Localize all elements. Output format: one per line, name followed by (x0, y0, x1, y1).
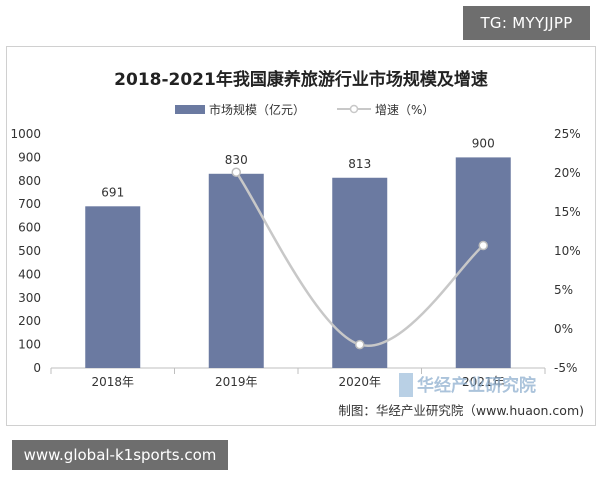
tg-badge: TG: MYYJJPP (463, 6, 590, 40)
bar-data-label: 691 (101, 185, 124, 199)
chart: 2018-2021年我国康养旅游行业市场规模及增速 市场规模（亿元） 增速（%）… (10, 69, 584, 418)
bar (85, 206, 141, 368)
legend-bar-swatch (175, 105, 205, 114)
legend-line-marker (349, 104, 359, 114)
bar-data-label: 813 (348, 157, 371, 171)
y-left-tick-label: 400 (18, 267, 41, 281)
legend-line-label: 增速（%） (375, 103, 434, 117)
y-left-tick-label: 500 (18, 244, 41, 258)
y-left-tick-label: 800 (18, 174, 41, 188)
url-badge: www.global-k1sports.com (12, 440, 228, 470)
y-left-tick-label: 900 (18, 150, 41, 164)
legend-bar-label: 市场规模（亿元） (209, 102, 305, 117)
x-tick-label: 2019年 (215, 375, 258, 389)
y-left-tick-label: 0 (33, 361, 41, 375)
x-tick-label: 2021年 (462, 375, 505, 389)
chart-frame: 2018-2021年我国康养旅游行业市场规模及增速 市场规模（亿元） 增速（%）… (6, 46, 596, 426)
legend: 市场规模（亿元） 增速（%） (175, 102, 434, 117)
bar-data-label: 830 (225, 153, 248, 167)
bars (85, 157, 511, 368)
watermark-text: 华经产业研究院 (417, 375, 536, 396)
data-labels: 691 830 813 900 (101, 136, 494, 199)
bar (208, 173, 264, 368)
growth-line-point (478, 240, 488, 251)
source-note: 制图：华经产业研究院（www.huaon.com) (338, 403, 584, 418)
y-left-tick-label: 600 (18, 221, 41, 235)
y-right-tick-label: 0% (554, 322, 573, 336)
growth-line-point (231, 167, 241, 177)
y-left-tick-label: 200 (18, 314, 41, 328)
y-right-tick-label: 15% (554, 205, 581, 219)
watermark-logo-icon (399, 373, 413, 397)
x-tick-label: 2020年 (338, 375, 381, 389)
y-left-tick-label: 300 (18, 291, 41, 305)
bar (455, 157, 511, 368)
chart-title: 2018-2021年我国康养旅游行业市场规模及增速 (114, 69, 488, 90)
x-tick-label: 2018年 (91, 375, 134, 389)
growth-line-point (355, 339, 365, 350)
bar (332, 177, 388, 368)
y-right-tick-label: 10% (554, 244, 581, 258)
y-left-tick-label: 700 (18, 197, 41, 211)
growth-line (231, 167, 488, 350)
y-right-tick-label: 20% (554, 166, 581, 180)
bar-data-label: 900 (472, 136, 495, 150)
y-right-tick-label: 25% (554, 127, 581, 141)
y-right-tick-label: -5% (554, 361, 577, 375)
watermark: 华经产业研究院 (399, 373, 536, 397)
y-right-tick-label: 5% (554, 283, 573, 297)
y-left-tick-label: 1000 (10, 127, 41, 141)
y-left-tick-label: 100 (18, 338, 41, 352)
